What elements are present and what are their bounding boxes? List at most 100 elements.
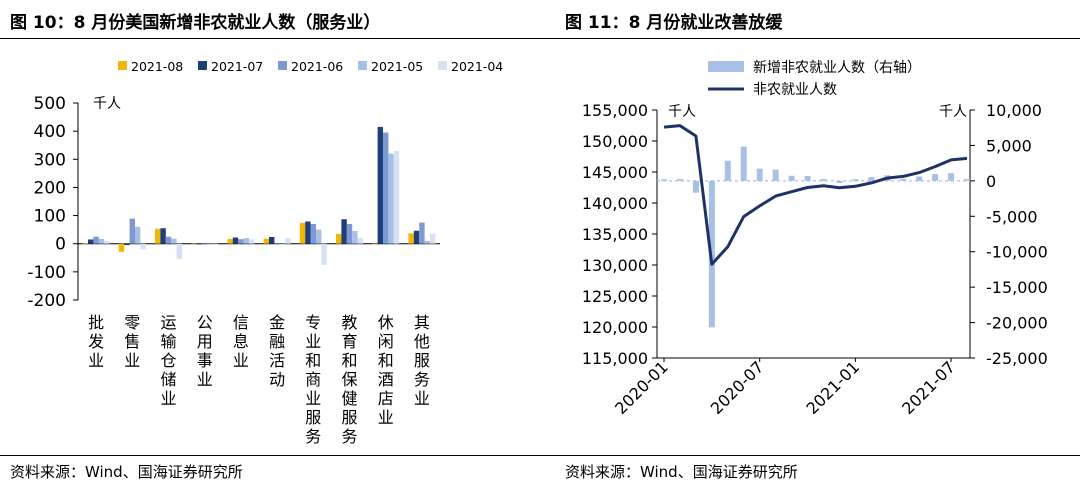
x-category-label-运输仓储业: 仓 [160, 351, 176, 370]
bar-金融活动-2021-04 [285, 238, 291, 244]
legend-label-line: 非农就业人数 [753, 82, 837, 98]
right-y-tick-label: -20,000 [986, 314, 1048, 333]
bar-教育和保健服务-2021-07 [341, 219, 347, 244]
bar-批发业-2021-07 [88, 239, 94, 244]
x-category-label-其他服务业: 其 [414, 313, 430, 332]
left-y-tick-label: 135,000 [582, 225, 648, 244]
x-category-label-金融活动: 动 [269, 370, 285, 389]
bar-2020-07 [756, 168, 763, 181]
x-category-label-运输仓储业: 运 [160, 313, 176, 332]
bar-教育和保健服务-2021-04 [357, 238, 363, 244]
legend-label-bars: 新增非农就业人数（右轴） [753, 60, 921, 76]
bottom-rule [0, 455, 1080, 456]
bar-2020-01 [661, 179, 667, 181]
bar-2020-12 [836, 180, 843, 184]
bar-2020-10 [804, 176, 811, 181]
bar-2020-03 [692, 180, 699, 193]
bar-休闲和酒店业-2021-07 [377, 126, 383, 244]
bar-其他服务业-2021-06 [419, 222, 425, 244]
bar-2020-06 [740, 146, 747, 181]
x-category-label-其他服务业: 他 [414, 332, 430, 351]
x-category-label-信息业: 息 [233, 332, 249, 351]
right-y-tick-label: -15,000 [986, 278, 1048, 297]
x-category-label-专业和商业服务: 专 [305, 313, 321, 332]
legend-label-2021-05: 2021-05 [371, 59, 423, 74]
bar-2021-05 [916, 176, 923, 181]
employment-line [663, 124, 968, 266]
legend-label-2021-04: 2021-04 [451, 59, 503, 74]
bar-2021-01 [852, 179, 859, 181]
bar-金融活动-2021-05 [279, 243, 286, 245]
x-category-label-批发业: 批 [88, 313, 104, 332]
right-y-tick-label: -5,000 [986, 207, 1038, 226]
y-unit-label: 千人 [93, 96, 121, 112]
bar-2020-05 [724, 160, 731, 181]
bar-其他服务业-2021-07 [413, 230, 420, 244]
x-category-label-专业和商业服务: 和 [305, 351, 321, 370]
legend-label-2021-06: 2021-06 [291, 59, 343, 74]
bar-专业和商业服务-2021-08 [299, 222, 306, 244]
x-category-label-信息业: 业 [233, 351, 249, 370]
x-category-label-教育和保健服务: 服 [341, 408, 357, 427]
bar-教育和保健服务-2021-05 [352, 231, 358, 244]
x-category-label-公用事业: 公 [197, 313, 213, 332]
bar-运输仓储业-2021-08 [155, 228, 161, 244]
bar-运输仓储业-2021-04 [176, 243, 182, 260]
bar-公用事业-2021-06 [202, 243, 208, 245]
left-chart-title: 图 10：8 月份美国新增非农就业人数（服务业） [10, 13, 381, 33]
y-tick-label: 400 [34, 122, 66, 142]
bar-信息业-2021-08 [227, 238, 233, 244]
x-category-label-休闲和酒店业: 休 [378, 313, 394, 332]
bar-批发业-2021-05 [98, 238, 105, 244]
bar-零售业-2021-06 [129, 218, 135, 244]
bar-信息业-2021-07 [232, 237, 239, 244]
bar-金融活动-2021-06 [274, 243, 280, 244]
bar-零售业-2021-04 [140, 243, 146, 250]
x-category-label-批发业: 发 [88, 332, 104, 351]
bar-休闲和酒店业-2021-04 [393, 150, 400, 244]
x-category-label-金融活动: 活 [269, 351, 285, 370]
legend-swatch-2021-05 [358, 61, 367, 70]
right-y-tick-label: 5,000 [986, 136, 1032, 155]
y-tick-label: 100 [34, 207, 66, 227]
x-category-label-公用事业: 事 [197, 351, 213, 370]
left-y-tick-label: 140,000 [582, 194, 648, 213]
x-category-label-专业和商业服务: 商 [305, 370, 321, 389]
bar-零售业-2021-07 [124, 243, 130, 246]
legend-swatch-2021-08 [118, 61, 127, 70]
top-rule [0, 38, 1080, 39]
x-category-label-休闲和酒店业: 和 [378, 351, 394, 370]
bar-其他服务业-2021-04 [430, 233, 436, 244]
bar-休闲和酒店业-2021-06 [383, 132, 389, 244]
left-y-unit-label: 千人 [668, 104, 696, 120]
right-y-tick-label: -25,000 [986, 349, 1048, 368]
x-category-label-金融活动: 融 [269, 332, 285, 351]
bar-信息业-2021-06 [238, 239, 244, 244]
x-category-label-其他服务业: 务 [414, 370, 430, 389]
x-category-label-运输仓储业: 输 [160, 332, 176, 351]
left-y-tick-label: 145,000 [582, 163, 648, 182]
x-tick-label: 2021-01 [802, 357, 863, 418]
bar-2021-06 [932, 174, 939, 181]
x-category-label-教育和保健服务: 健 [341, 389, 357, 408]
bar-专业和商业服务-2021-06 [310, 224, 316, 244]
right-y-tick-label: 0 [986, 172, 996, 191]
x-category-label-公用事业: 用 [197, 332, 213, 351]
bar-2021-07 [948, 173, 955, 181]
x-category-label-信息业: 信 [233, 313, 249, 332]
right-y-tick-label: 10,000 [986, 101, 1042, 120]
bar-金融活动-2021-08 [263, 238, 269, 244]
x-tick-label: 2021-07 [898, 357, 959, 418]
bar-零售业-2021-05 [135, 226, 141, 244]
bar-批发业-2021-04 [104, 240, 110, 244]
bar-2020-02 [676, 179, 683, 181]
x-category-label-零售业: 零 [124, 313, 140, 332]
bar-金融活动-2021-07 [269, 236, 275, 244]
y-tick-label: 300 [34, 150, 66, 170]
right-y-tick-label: -10,000 [986, 243, 1048, 262]
bar-运输仓储业-2021-07 [160, 228, 166, 244]
x-category-label-其他服务业: 服 [414, 351, 430, 370]
x-category-label-批发业: 业 [88, 351, 104, 370]
x-category-label-休闲和酒店业: 酒 [378, 370, 394, 389]
bar-公用事业-2021-05 [207, 243, 213, 245]
